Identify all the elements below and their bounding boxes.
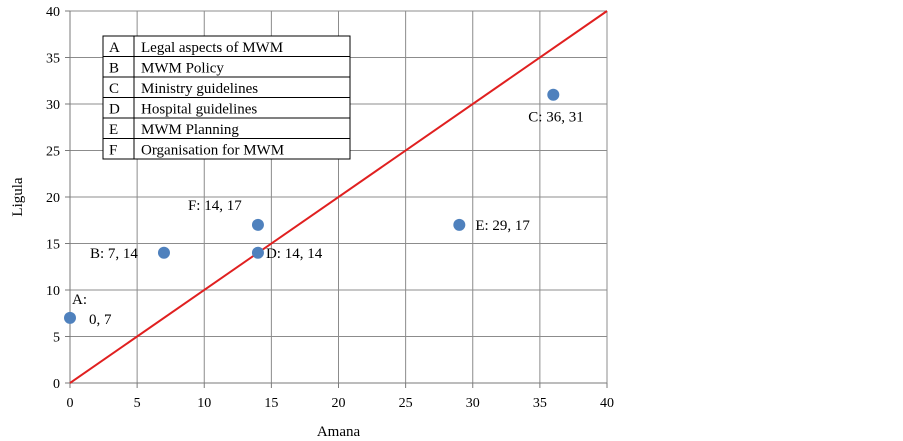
- legend-entry: MWM Policy: [141, 61, 224, 77]
- y-tick-label: 15: [46, 238, 60, 253]
- point-label-a: A:: [72, 292, 87, 308]
- legend-entry: Organisation for MWM: [141, 143, 284, 159]
- data-point-c: [547, 88, 560, 101]
- data-point-f: [251, 218, 264, 231]
- point-label-e: E: 29, 17: [475, 218, 530, 234]
- data-point-e: [453, 218, 466, 231]
- legend-entry: MWM Planning: [141, 122, 239, 138]
- y-tick-label: 25: [46, 145, 60, 160]
- legend-key: D: [109, 102, 120, 118]
- x-tick-label: 5: [134, 396, 141, 411]
- point-label-a: 0, 7: [89, 312, 112, 328]
- x-tick-label: 0: [67, 396, 74, 411]
- point-labels: A:0, 7 B: 7, 14 C: 36, 31 D: 14, 14 E: 29, 1…: [72, 110, 584, 328]
- legend-entry: Legal aspects of MWM: [141, 40, 283, 56]
- reference-line: [69, 10, 608, 384]
- data-points: [64, 88, 560, 324]
- y-tick-label: 10: [46, 284, 60, 299]
- data-point-a: [64, 311, 76, 324]
- point-label-c: C: 36, 31: [528, 110, 583, 126]
- legend-key: B: [109, 61, 119, 77]
- y-tick-label: 0: [53, 377, 60, 392]
- y-axis-title: Ligula: [10, 177, 26, 216]
- point-label-d: D: 14, 14: [266, 246, 323, 262]
- legend-key: F: [109, 143, 117, 159]
- x-tick-label: 20: [332, 396, 346, 411]
- legend-table: A Legal aspects of MWM B MWM Policy C Ministr…: [102, 35, 351, 160]
- point-label-b: B: 7, 14: [90, 246, 138, 262]
- x-tick-label: 40: [600, 396, 614, 411]
- x-tick-label: 30: [466, 396, 480, 411]
- x-tick-label: 15: [264, 396, 278, 411]
- y-tick-label: 35: [46, 52, 60, 67]
- data-point-b: [157, 246, 170, 259]
- y-tick-label: 30: [46, 98, 60, 113]
- x-tick-label: 10: [197, 396, 211, 411]
- legend-entry: Hospital guidelines: [141, 102, 257, 118]
- legend-key: A: [109, 40, 120, 56]
- legend-entry: Ministry guidelines: [141, 81, 258, 97]
- y-tick-label: 5: [53, 331, 60, 346]
- y-tick-label: 40: [46, 5, 60, 20]
- x-tick-label: 25: [399, 396, 413, 411]
- data-point-d: [251, 246, 264, 259]
- x-tick-label: 35: [533, 396, 547, 411]
- point-label-f: F: 14, 17: [188, 198, 242, 214]
- x-axis-title: Amana: [317, 424, 361, 440]
- legend-key: E: [109, 122, 118, 138]
- y-tick-label: 20: [46, 191, 60, 206]
- tick-labels: 0 5 10 15 20 25 30 35 40 0 5 10 15 20 25 30 35 40: [46, 5, 614, 411]
- legend-key: C: [109, 81, 119, 97]
